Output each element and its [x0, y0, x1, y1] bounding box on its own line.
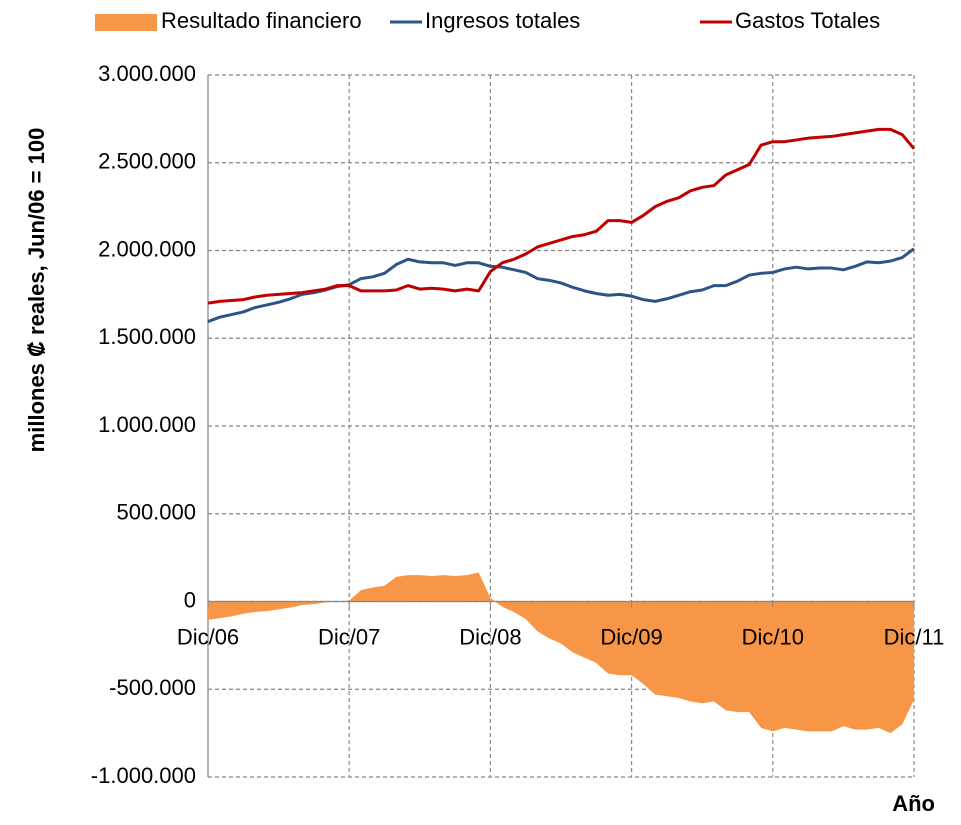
y-tick-label: -500.000	[109, 675, 196, 700]
x-tick-label: Dic/10	[742, 624, 804, 649]
y-tick-label: 1.500.000	[98, 324, 196, 349]
y-tick-label: 1.000.000	[98, 412, 196, 437]
legend-label: Gastos Totales	[735, 8, 880, 33]
x-tick-label: Dic/09	[600, 624, 662, 649]
y-tick-label: 0	[184, 587, 196, 612]
x-tick-label: Dic/11	[884, 624, 945, 649]
legend-label: Ingresos totales	[425, 8, 580, 33]
y-tick-label: -1.000.000	[91, 763, 196, 788]
x-tick-label: Dic/08	[459, 624, 521, 649]
x-tick-label: Dic/06	[177, 624, 239, 649]
line	[207, 127, 916, 305]
y-axis-title: millones ₡ reales, Jun/06 = 100	[24, 128, 49, 453]
y-tick-label: 500.000	[116, 500, 196, 525]
legend-swatch	[95, 14, 157, 31]
y-tick-label: 2.500.000	[98, 149, 196, 174]
line	[207, 247, 915, 323]
x-tick-label: Dic/07	[318, 624, 380, 649]
y-tick-label: 3.000.000	[98, 61, 196, 86]
x-axis-title: Año	[892, 791, 935, 816]
y-tick-label: 2.000.000	[98, 236, 196, 261]
area	[208, 572, 914, 734]
legend-label: Resultado financiero	[161, 8, 362, 33]
